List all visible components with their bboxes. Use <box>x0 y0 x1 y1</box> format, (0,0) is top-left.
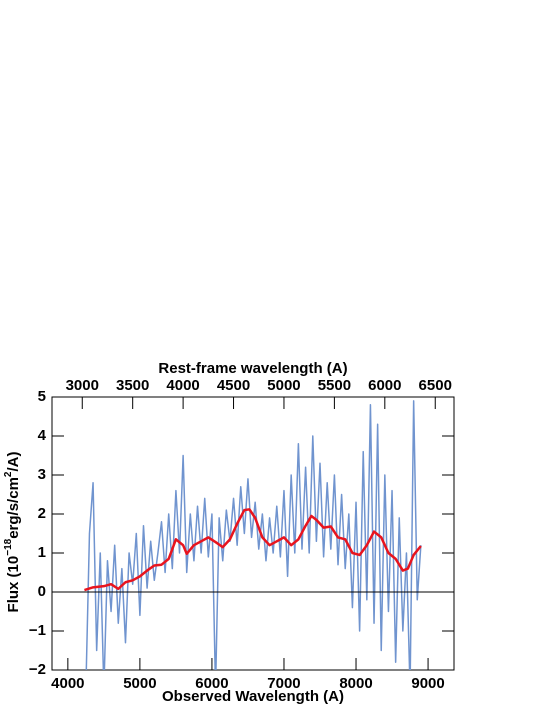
plot-area <box>84 400 422 670</box>
y-tick-label: 4 <box>38 427 47 444</box>
x-tick-label: 6000 <box>195 675 228 692</box>
x2-tick-label: 5500 <box>318 377 351 394</box>
y-tick-label: 5 <box>38 388 46 405</box>
plot-frame <box>51 396 455 671</box>
y-tick-label: 1 <box>38 544 46 561</box>
y-tick-label: −2 <box>29 661 46 678</box>
y-tick-label: −1 <box>29 622 46 639</box>
x2-tick-label: 4000 <box>166 377 199 394</box>
y-axis-label: Flux (10−18erg/s/cm2/A) <box>3 452 22 613</box>
x-tick-label: 4000 <box>51 675 84 692</box>
x2-tick-label: 6500 <box>419 377 452 394</box>
x2-tick-label: 3000 <box>66 377 99 394</box>
x-tick-label: 7000 <box>267 675 300 692</box>
x-axis-label: Observed Wavelength (A) <box>162 688 344 705</box>
x2-tick-label: 4500 <box>217 377 250 394</box>
spectrum-line <box>85 400 422 670</box>
x2-tick-label: 3500 <box>116 377 149 394</box>
x-tick-label: 8000 <box>339 675 372 692</box>
x-tick-label: 5000 <box>123 675 156 692</box>
x-tick-label: 9000 <box>411 675 444 692</box>
y-tick-label: 2 <box>38 505 46 522</box>
smoothed-line <box>84 508 422 592</box>
y-tick-label: 0 <box>38 583 46 600</box>
x2-tick-label: 6000 <box>368 377 401 394</box>
x2-axis-label: Rest-frame wavelength (A) <box>158 360 347 377</box>
x2-tick-label: 5000 <box>267 377 300 394</box>
y-tick-label: 3 <box>38 466 46 483</box>
